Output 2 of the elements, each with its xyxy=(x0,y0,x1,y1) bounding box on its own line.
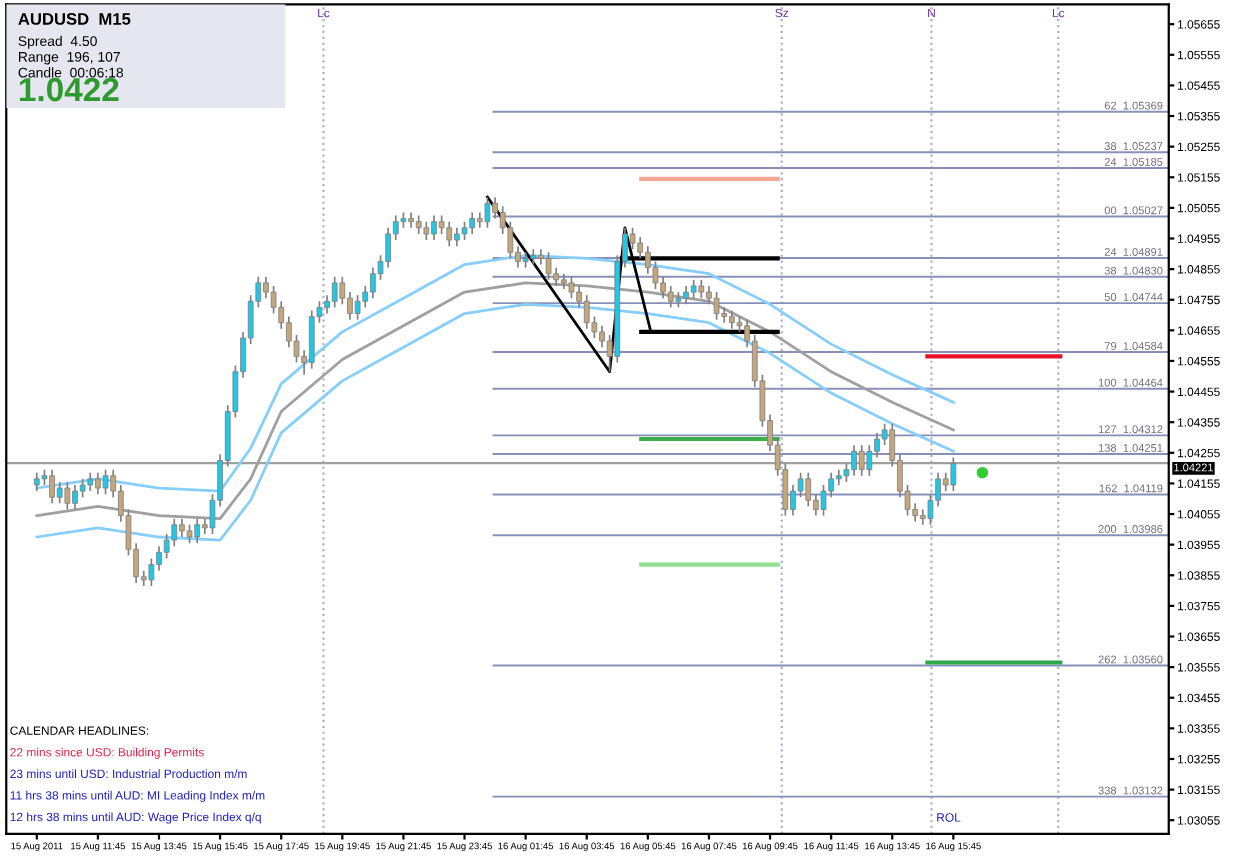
annotation: 1.0422 xyxy=(19,77,119,102)
chart-title: AUDUSD M15 xyxy=(18,13,131,25)
